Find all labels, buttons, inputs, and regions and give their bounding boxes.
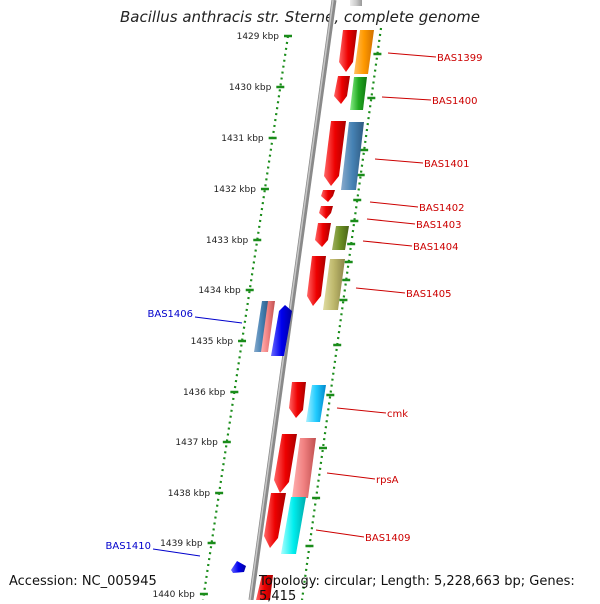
label-connector [326,472,376,480]
gene-arrow [307,256,326,306]
gene-label[interactable]: BAS1402 [419,203,465,214]
kbp-tick-label: 1434 kbp [198,286,241,296]
label-connector [387,52,437,58]
kbp-tick-label: 1440 kbp [152,590,195,600]
gene-label[interactable]: BAS1410 [106,541,152,552]
label-connectors [152,52,437,557]
kbp-tick-label: 1432 kbp [214,185,257,195]
label-connector [374,158,424,164]
gene-labels-right: BAS1399 BAS1400 BAS1401 BAS1402 BAS1403 BAS14… [365,53,483,544]
gene-label[interactable]: BAS1409 [365,533,411,544]
gene-box [306,385,326,422]
genome-backbone [248,0,337,600]
gene-arrow [321,190,335,202]
gene-label[interactable]: cmk [387,409,408,420]
gene-box [281,497,306,554]
gene-arrow [264,493,286,548]
gene-box [323,259,345,310]
gene-arrow [319,206,333,219]
ruler-dotted-line [201,35,290,600]
label-connector [362,240,413,247]
gene-box [261,301,275,352]
ruler-left [199,34,292,600]
kbp-tick-label: 1437 kbp [175,438,218,448]
gene-label[interactable]: BAS1406 [148,309,194,320]
gene-labels-left: BAS1406 BAS1410 [106,309,194,552]
gene-label[interactable]: BAS1404 [413,242,459,253]
kbp-tick-label: 1439 kbp [160,539,203,549]
backbone-highlight [249,0,334,600]
kbp-tick-label: 1433 kbp [206,236,249,246]
red-gene-arrows [256,30,357,600]
gene-arrow-blue [231,561,246,573]
gene-box [341,122,364,190]
gene-arrow [334,76,350,104]
ruler-right [300,27,383,600]
kbp-tick-label: 1431 kbp [221,134,264,144]
label-connector [369,201,419,208]
label-connector [366,218,416,225]
gene-arrow [339,30,357,72]
accession-text: Accession: NC_005945 [9,574,157,589]
label-connector [194,316,243,324]
left-strand-genes [231,301,292,573]
gene-box [350,0,362,6]
gene-label[interactable]: BAS1399 [437,53,483,64]
genome-title: Bacillus anthracis str. Sterne, complete… [120,8,480,26]
gene-box [254,301,269,352]
gene-label[interactable]: BAS1405 [406,289,452,300]
gene-arrow [315,223,331,247]
gene-label[interactable]: BAS1403 [416,220,462,231]
kbp-tick-label: 1429 kbp [237,32,280,42]
kbp-tick-label: 1436 kbp [183,388,226,398]
gene-box [354,30,374,74]
kbp-tick-labels: 1429 kbp 1430 kbp 1431 kbp 1432 kbp 1433 kbp… [152,32,279,600]
gene-arrow [324,121,346,186]
kbp-tick-label: 1435 kbp [191,337,234,347]
gene-arrow-blue [271,305,292,356]
label-connector [315,529,365,538]
gene-label[interactable]: rpsA [376,475,399,486]
gene-arrow [256,575,273,600]
gene-box [332,226,349,250]
gene-box [350,77,367,110]
label-connector [355,287,406,294]
colored-gene-boxes [281,0,374,554]
label-connector [381,96,432,101]
ruler-dotted-line [300,27,383,600]
kbp-tick-label: 1438 kbp [168,489,211,499]
gene-label[interactable]: BAS1400 [432,96,478,107]
kbp-tick-label: 1430 kbp [229,83,272,93]
label-connector [336,407,387,414]
gene-box [292,438,316,498]
gene-arrow [289,382,306,418]
gene-label[interactable]: BAS1401 [424,159,470,170]
gene-arrow [274,434,297,493]
label-connector [152,548,201,557]
